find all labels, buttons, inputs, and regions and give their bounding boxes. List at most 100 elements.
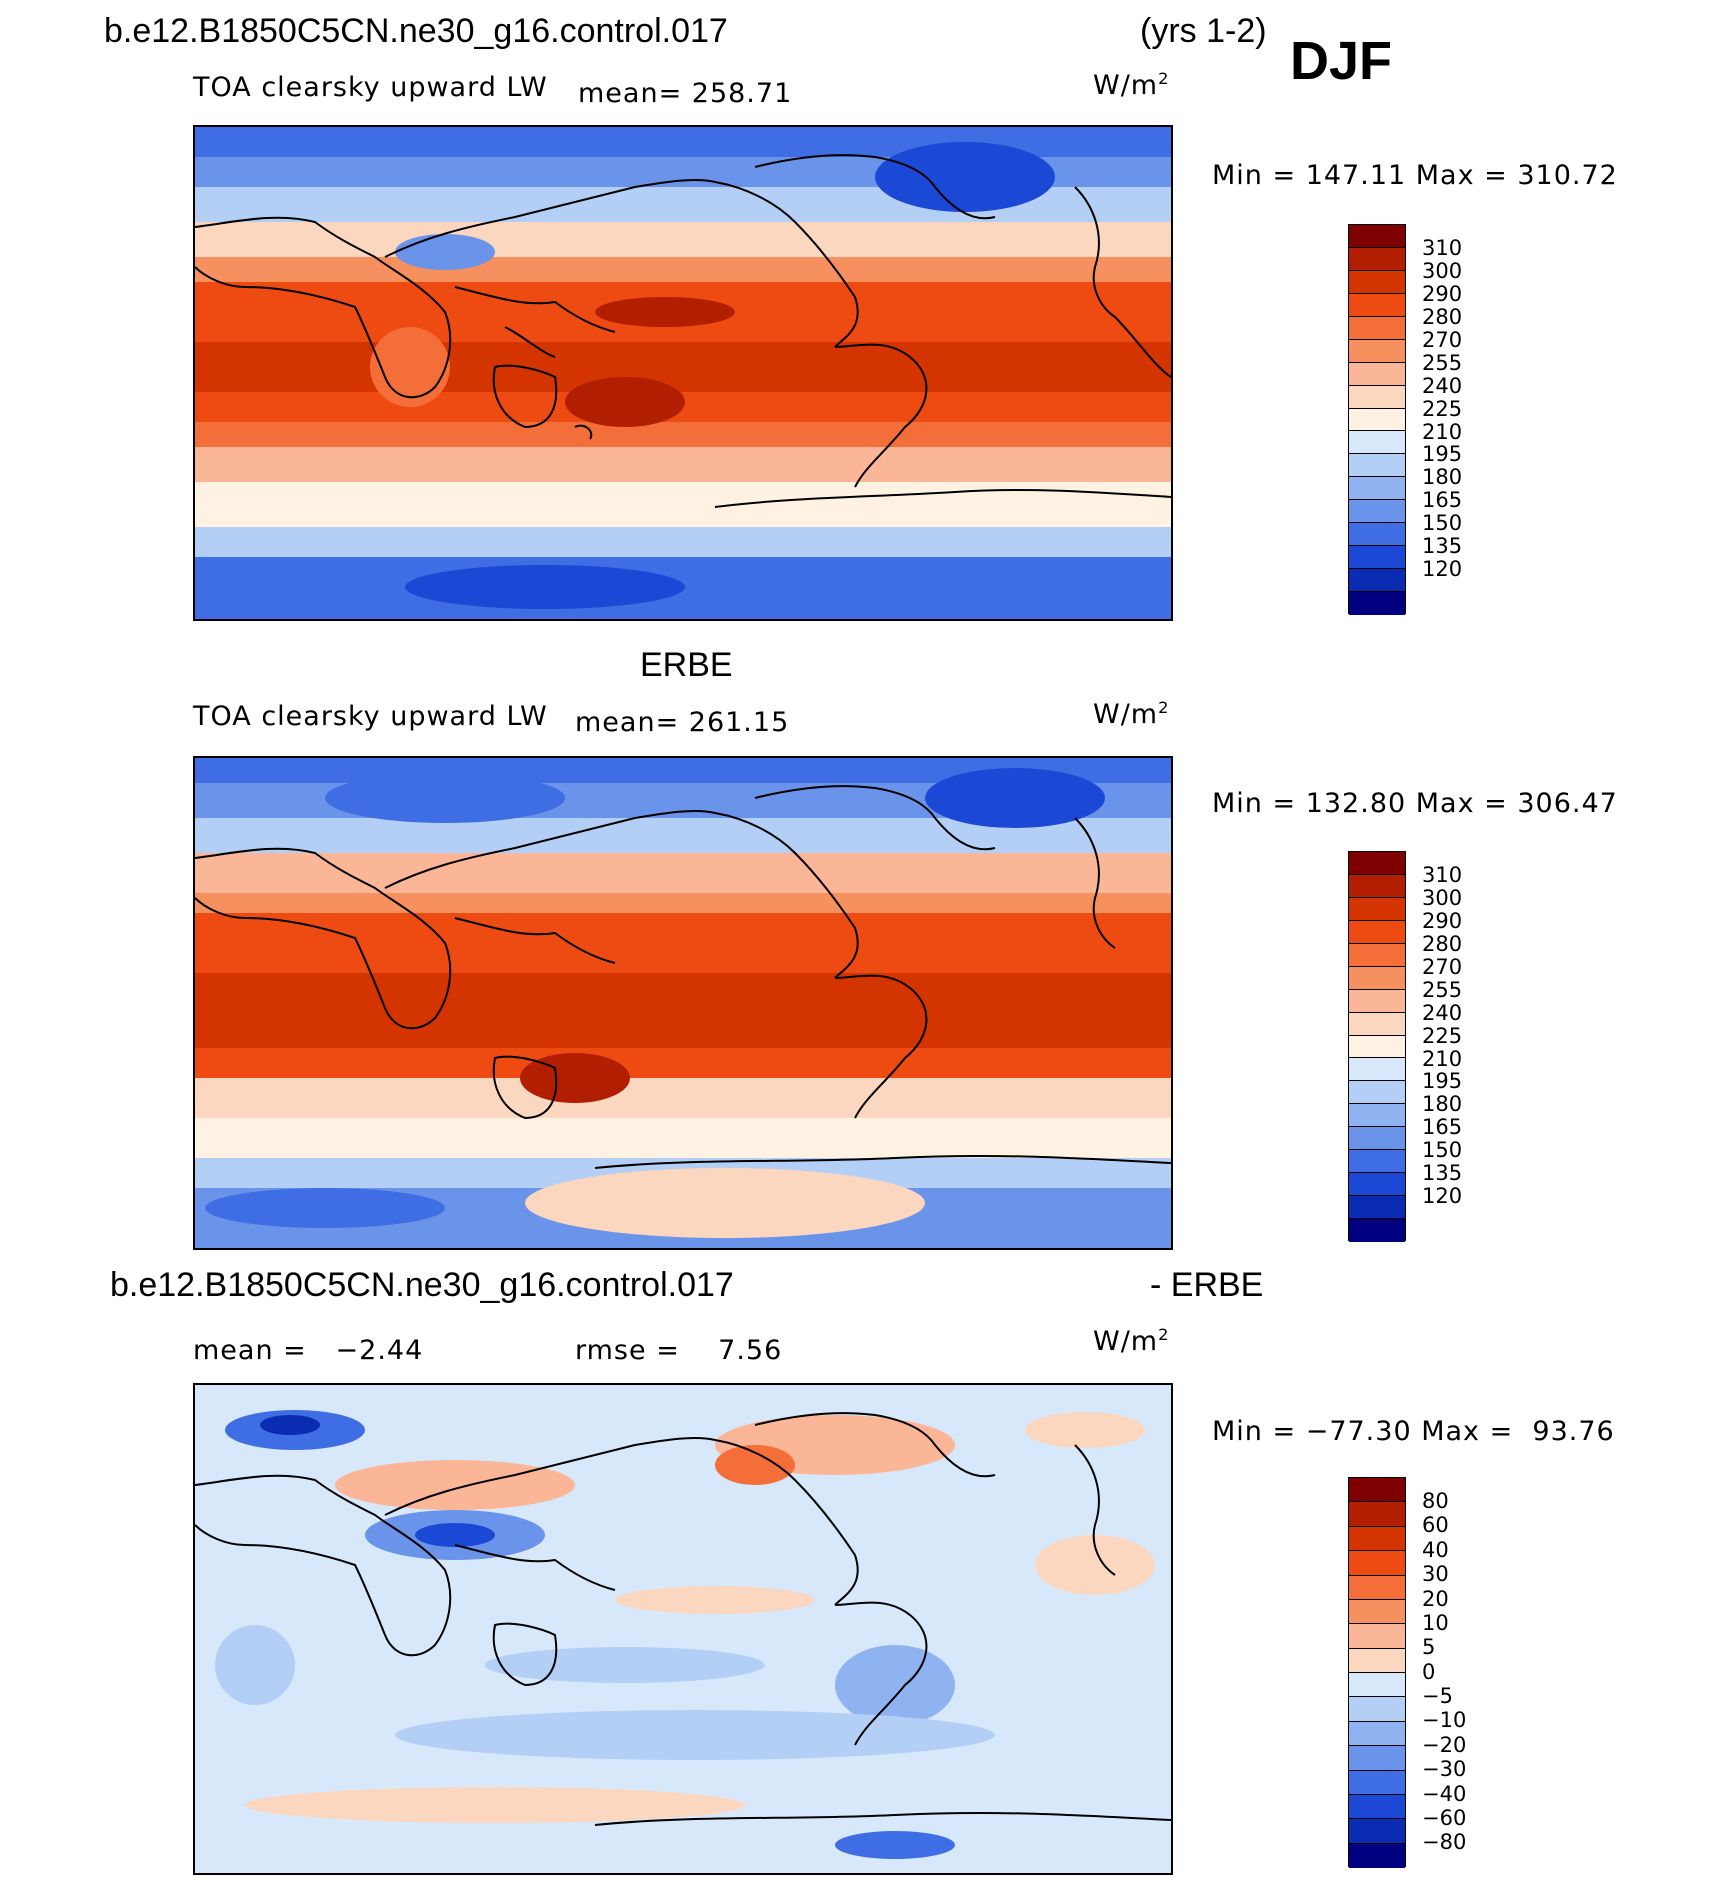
years-label: (yrs 1-2) xyxy=(1140,12,1267,50)
panel1-minmax: Min = 147.11 Max = 310.72 xyxy=(1212,160,1618,191)
colorbar-cell xyxy=(1349,431,1405,455)
colorbar-cell xyxy=(1349,966,1405,990)
panel2-minmax: Min = 132.80 Max = 306.47 xyxy=(1212,788,1618,819)
colorbar-cell xyxy=(1349,500,1405,524)
colorbar-cell xyxy=(1349,1012,1405,1036)
colorbar-cell xyxy=(1349,1173,1405,1197)
colorbar-diff xyxy=(1348,1477,1406,1868)
colorbar-label: 280 xyxy=(1422,931,1463,956)
colorbar-label: 255 xyxy=(1422,350,1463,375)
case-title: b.e12.B1850C5CN.ne30_g16.control.017 xyxy=(104,12,728,50)
colorbar-cell xyxy=(1349,454,1405,478)
panel3-map xyxy=(193,1383,1173,1875)
colorbar-cell xyxy=(1349,1551,1405,1576)
panel3-heading-left: b.e12.B1850C5CN.ne30_g16.control.017 xyxy=(110,1266,734,1304)
colorbar-cell xyxy=(1349,1058,1405,1082)
colorbar-label: 180 xyxy=(1422,465,1463,490)
colorbar-cell xyxy=(1349,989,1405,1013)
colorbar-label: 270 xyxy=(1422,327,1463,352)
panel3-coastlines xyxy=(195,1412,1171,1826)
colorbar-label: 10 xyxy=(1422,1610,1449,1635)
colorbar-label: −10 xyxy=(1422,1708,1467,1733)
panel1-units: W/m2 xyxy=(1093,69,1170,101)
colorbar-label: 310 xyxy=(1422,236,1463,260)
colorbar-label: 240 xyxy=(1422,373,1463,398)
colorbar-cell xyxy=(1349,1104,1405,1128)
colorbar-label: −5 xyxy=(1422,1684,1453,1708)
colorbar-label: 165 xyxy=(1422,488,1463,513)
colorbar-cell xyxy=(1349,1843,1405,1868)
panel2-mean: mean= 261.15 xyxy=(575,707,790,738)
colorbar-cell xyxy=(1349,592,1405,615)
colorbar-label: −30 xyxy=(1422,1757,1467,1782)
colorbar-cell xyxy=(1349,1035,1405,1059)
colorbar-cell xyxy=(1349,408,1405,432)
panel3-minmax: Min = −77.30 Max = 93.76 xyxy=(1212,1416,1615,1447)
colorbar-label: 195 xyxy=(1422,1069,1463,1094)
panel2-variable: TOA clearsky upward LW xyxy=(193,701,548,732)
colorbar-cell xyxy=(1349,852,1405,875)
colorbar-label: 135 xyxy=(1422,534,1463,559)
colorbar-field-2 xyxy=(1348,851,1406,1242)
colorbar-cell xyxy=(1349,920,1405,944)
panel1-map-svg xyxy=(195,127,1171,619)
colorbar-label: 225 xyxy=(1422,1023,1463,1048)
colorbar-label: 180 xyxy=(1422,1092,1463,1117)
colorbar-cell xyxy=(1349,1526,1405,1552)
colorbar-cell xyxy=(1349,569,1405,592)
colorbar-label: 80 xyxy=(1422,1489,1449,1513)
panel1-variable: TOA clearsky upward LW xyxy=(193,72,548,103)
colorbar-label: 290 xyxy=(1422,281,1463,306)
colorbar-label: −80 xyxy=(1422,1830,1467,1855)
colorbar-label: 240 xyxy=(1422,1000,1463,1025)
colorbar-label: −40 xyxy=(1422,1781,1467,1806)
colorbar-label: 210 xyxy=(1422,1046,1463,1071)
colorbar-label: 150 xyxy=(1422,511,1463,536)
colorbar-label: 150 xyxy=(1422,1138,1463,1163)
colorbar-label: 30 xyxy=(1422,1562,1449,1587)
colorbar-label: 135 xyxy=(1422,1161,1463,1186)
panel2-units: W/m2 xyxy=(1093,698,1170,730)
colorbar-label: 5 xyxy=(1422,1635,1436,1660)
colorbar-label: 165 xyxy=(1422,1115,1463,1140)
colorbar-cell xyxy=(1349,1624,1405,1649)
colorbar-cell xyxy=(1349,1219,1405,1242)
colorbar-cell xyxy=(1349,897,1405,921)
colorbar-cell xyxy=(1349,546,1405,570)
colorbar-field-1 xyxy=(1348,224,1406,615)
colorbar-label: 255 xyxy=(1422,977,1463,1002)
colorbar-cell xyxy=(1349,523,1405,547)
panel1-coastlines xyxy=(195,154,1171,508)
colorbar-cell xyxy=(1349,477,1405,501)
colorbar-cell xyxy=(1349,1746,1405,1771)
colorbar-label: 280 xyxy=(1422,304,1463,329)
colorbar-cell xyxy=(1349,1127,1405,1151)
colorbar-cell xyxy=(1349,225,1405,248)
colorbar-label: 120 xyxy=(1422,557,1463,582)
colorbar-cell xyxy=(1349,1721,1405,1747)
colorbar-cell xyxy=(1349,1697,1405,1722)
colorbar-cell xyxy=(1349,385,1405,409)
colorbar-label: 300 xyxy=(1422,885,1463,910)
panel1-mean: mean= 258.71 xyxy=(578,78,793,109)
colorbar-label: 310 xyxy=(1422,863,1463,887)
panel3-rmse: rmse = 7.56 xyxy=(575,1335,783,1366)
colorbar-label: 0 xyxy=(1422,1659,1436,1684)
colorbar-cell xyxy=(1349,1196,1405,1219)
colorbar-cell xyxy=(1349,270,1405,294)
colorbar-label: −60 xyxy=(1422,1805,1467,1830)
panel1-map xyxy=(193,125,1173,621)
panel3-units: W/m2 xyxy=(1093,1325,1170,1357)
colorbar-label: 120 xyxy=(1422,1184,1463,1209)
colorbar-cell xyxy=(1349,1794,1405,1820)
colorbar-cell xyxy=(1349,362,1405,386)
colorbar-cell xyxy=(1349,1770,1405,1795)
colorbar-cell xyxy=(1349,1502,1405,1527)
colorbar-label: 20 xyxy=(1422,1586,1449,1611)
colorbar-cell xyxy=(1349,247,1405,271)
panel3-heading-right: - ERBE xyxy=(1150,1266,1264,1304)
colorbar-label: 210 xyxy=(1422,419,1463,444)
colorbar-cell xyxy=(1349,1819,1405,1844)
season-label: DJF xyxy=(1290,31,1393,91)
colorbar-cell xyxy=(1349,316,1405,340)
